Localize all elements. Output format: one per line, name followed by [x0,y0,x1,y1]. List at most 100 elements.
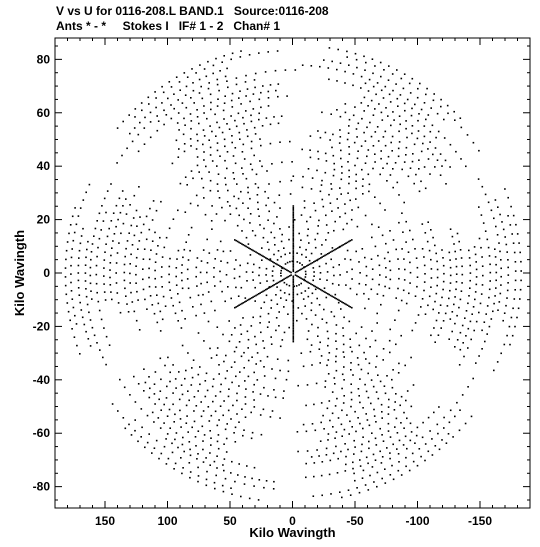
uv-point [398,268,400,270]
uv-point [187,287,190,290]
uv-point [297,450,299,453]
uv-point [423,256,425,258]
uv-point [320,184,323,186]
uv-point [281,279,284,281]
uv-point [329,251,332,253]
uv-point [332,266,335,269]
uv-point [346,138,349,141]
uv-point [494,199,497,201]
uv-point [325,253,328,256]
uv-point [482,274,484,277]
uv-point [283,278,285,280]
uv-point [429,130,432,133]
uv-point [144,298,146,301]
uv-point [338,246,340,249]
uv-point [465,310,468,312]
uv-point [216,142,219,144]
uv-point [325,239,327,241]
uv-point [384,209,386,211]
uv-point [134,108,137,110]
uv-point [154,261,157,263]
uv-point [276,50,279,52]
uv-point [353,439,355,442]
uv-point [289,140,291,143]
y-tick-label: 80 [37,52,51,66]
uv-point [358,344,361,347]
uv-point [173,93,175,95]
uv-point [118,197,121,200]
uv-point [292,317,295,320]
uv-point [244,396,247,398]
uv-point [148,285,151,288]
uv-point [346,414,348,416]
uv-point [129,272,131,275]
uv-point [409,271,412,274]
uv-point [290,179,293,182]
uv-point [292,216,295,219]
uv-point [322,290,325,293]
uv-point [303,266,305,269]
uv-point [199,271,202,274]
uv-point [361,443,363,446]
uv-point [314,238,316,241]
uv-point [391,73,394,75]
uv-point [367,298,370,300]
uv-point [336,109,338,111]
uv-point [184,124,186,126]
uv-point [387,251,389,254]
uv-point [273,389,275,391]
uv-point [416,426,419,429]
uv-point [360,450,363,453]
uv-point [246,129,248,131]
uv-point [178,301,181,304]
uv-point [493,369,495,372]
uv-point [340,178,343,181]
uv-point [124,255,126,258]
uv-point [137,248,139,250]
uv-point [367,489,370,491]
uv-point [404,364,406,367]
uv-point [398,115,401,117]
uv-point [96,255,98,258]
uv-point [479,302,482,305]
uv-point [343,366,345,368]
uv-point [382,136,385,138]
uv-point [267,258,270,261]
uv-point [420,306,422,308]
uv-point [448,338,450,340]
uv-point [178,371,180,373]
uv-point [383,385,386,387]
uv-point [454,415,456,418]
uv-point [263,375,266,377]
uv-point [273,116,275,118]
uv-point [297,307,300,309]
uv-point [360,102,363,104]
uv-point [412,384,415,386]
uv-point [329,419,331,422]
uv-point [333,168,336,171]
uv-point [387,115,389,117]
uv-point [381,234,384,237]
uv-point [206,281,208,284]
uv-point [500,284,502,286]
uv-point [125,198,127,200]
uv-point [417,119,419,122]
uv-point [432,236,434,239]
uv-point [350,391,353,394]
uv-point [226,123,228,125]
uv-point [358,395,360,397]
uv-point [195,314,197,317]
uv-point [236,224,239,227]
uv-point [324,171,327,174]
uv-point [341,435,343,437]
uv-point [440,98,442,101]
uv-point [259,253,261,256]
uv-point [327,439,329,441]
uv-point [296,293,299,296]
uv-point [348,146,350,148]
uv-point [494,248,496,250]
uv-point [299,246,301,249]
uv-point [196,116,199,118]
uv-point [199,366,201,368]
uv-point [122,205,124,207]
